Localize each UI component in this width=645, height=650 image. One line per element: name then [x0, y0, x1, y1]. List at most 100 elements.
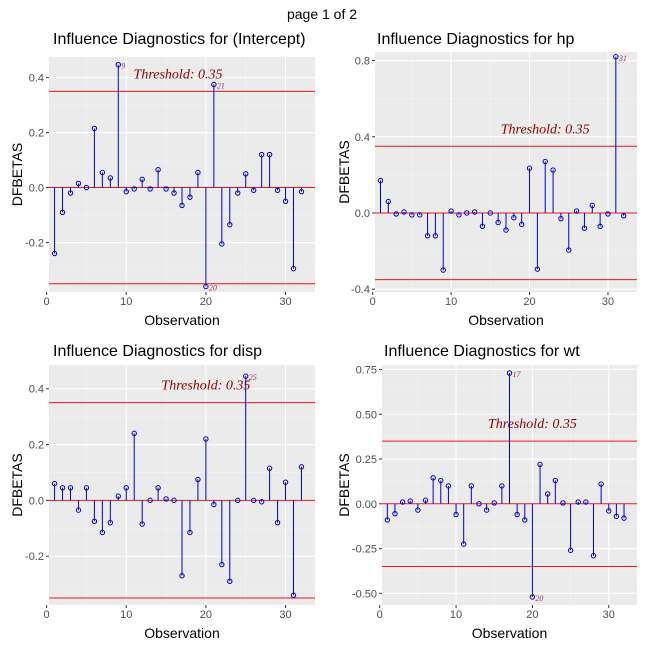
- x-axis-label: Observation: [144, 312, 219, 328]
- point-obs-26: [575, 499, 581, 505]
- point-obs-6: [91, 518, 98, 524]
- point-obs-1: [384, 517, 391, 523]
- y-tick-label: 0.4: [29, 73, 44, 85]
- point-obs-26: [573, 208, 580, 214]
- influential-label-obs-9: 9: [121, 62, 125, 71]
- point-obs-28: [266, 151, 273, 158]
- y-tick-label: 0.8: [355, 56, 370, 68]
- point-obs-15: [163, 496, 169, 502]
- point-obs-3: [67, 485, 74, 491]
- chart-title: Influence Diagnostics for hp: [377, 31, 575, 48]
- point-obs-13: [147, 186, 153, 192]
- point-obs-14: [155, 166, 161, 173]
- x-tick-label: 30: [279, 609, 291, 621]
- point-obs-27: [258, 499, 265, 505]
- y-tick-label: 0.0: [29, 495, 44, 507]
- point-obs-21: [211, 81, 217, 88]
- point-obs-30: [282, 479, 289, 485]
- point-obs-23: [550, 167, 556, 173]
- y-tick-label: -0.2: [25, 551, 44, 563]
- plot-background: [375, 52, 637, 292]
- point-obs-9: [440, 267, 446, 273]
- point-obs-3: [393, 211, 399, 217]
- point-obs-6: [91, 125, 98, 132]
- point-obs-13: [476, 501, 482, 507]
- y-tick-label: 0.00: [356, 499, 377, 511]
- y-tick-label: 0.50: [356, 409, 377, 421]
- point-obs-2: [392, 510, 398, 517]
- point-obs-10: [453, 511, 459, 518]
- point-obs-20: [203, 436, 209, 442]
- point-obs-30: [282, 198, 289, 204]
- point-obs-20: [526, 165, 533, 171]
- point-obs-16: [171, 497, 177, 504]
- point-obs-9: [115, 493, 121, 499]
- point-obs-8: [432, 233, 439, 239]
- x-tick-label: 0: [44, 296, 50, 308]
- x-tick-label: 0: [377, 609, 383, 621]
- y-tick-label: 0.2: [29, 128, 44, 140]
- point-obs-26: [250, 187, 257, 194]
- y-tick-label: 0.2: [29, 440, 44, 452]
- chart-panel-1: Threshold: 0.35 9 20 21 0 10 20 30 -0.2 0.0 0.2 0.4…: [9, 31, 315, 328]
- point-obs-19: [518, 221, 525, 228]
- point-obs-8: [438, 477, 444, 484]
- point-obs-10: [448, 208, 454, 214]
- x-tick-label: 10: [120, 296, 132, 308]
- page-label: page 1 of 2: [287, 6, 357, 22]
- point-obs-16: [495, 219, 501, 226]
- chart-panel-2: Threshold: 0.35 31 0 10 20 30 -0.4 0.0 0.4 0.8 Inf…: [336, 31, 637, 328]
- point-obs-17: [503, 227, 509, 233]
- point-obs-4: [75, 180, 82, 187]
- x-axis-label: Observation: [472, 625, 547, 641]
- x-tick-label: 10: [120, 609, 132, 621]
- point-obs-29: [597, 223, 603, 229]
- point-obs-13: [147, 497, 153, 504]
- y-tick-label: -0.2: [25, 238, 44, 250]
- point-obs-24: [235, 190, 241, 196]
- influential-label-obs-25: 25: [249, 373, 257, 382]
- point-obs-8: [107, 175, 114, 181]
- point-obs-21: [211, 501, 217, 508]
- point-obs-7: [424, 233, 431, 239]
- point-obs-26: [250, 497, 257, 504]
- x-tick-label: 30: [603, 609, 615, 621]
- x-tick-label: 30: [602, 296, 614, 308]
- point-obs-17: [179, 202, 185, 209]
- point-obs-27: [258, 151, 265, 158]
- point-obs-20: [529, 594, 536, 600]
- x-axis-label: Observation: [144, 625, 219, 641]
- chart-panel-4: Threshold: 0.35 17 20 0 10 20 30 -0.50 -0.25 0.00…: [336, 343, 637, 641]
- y-axis-label: DFBETAS: [9, 453, 25, 517]
- point-obs-25: [567, 547, 574, 554]
- influential-label-obs-20: 20: [535, 594, 543, 603]
- point-obs-1: [51, 480, 58, 487]
- point-obs-31: [613, 513, 620, 520]
- point-obs-5: [83, 184, 90, 191]
- point-obs-11: [131, 186, 137, 192]
- point-obs-32: [620, 213, 627, 219]
- x-tick-label: 20: [200, 296, 212, 308]
- x-tick-label: 0: [370, 296, 376, 308]
- point-obs-5: [83, 485, 90, 491]
- y-tick-label: 0.25: [356, 454, 377, 466]
- point-obs-22: [219, 561, 225, 568]
- point-obs-28: [589, 202, 595, 209]
- point-obs-24: [235, 497, 241, 504]
- point-obs-11: [460, 541, 467, 547]
- point-obs-23: [227, 578, 233, 584]
- point-obs-3: [67, 190, 74, 196]
- point-obs-15: [491, 500, 497, 506]
- point-obs-3: [399, 499, 406, 505]
- point-obs-24: [560, 500, 566, 506]
- y-tick-label: 0.75: [356, 364, 377, 376]
- point-obs-4: [407, 498, 413, 504]
- point-obs-18: [511, 215, 517, 221]
- point-obs-31: [290, 592, 297, 598]
- chart-title: Influence Diagnostics for (Intercept): [53, 31, 306, 48]
- point-obs-32: [298, 188, 305, 195]
- point-obs-14: [479, 223, 486, 229]
- point-obs-32: [621, 515, 627, 521]
- influential-label-obs-17: 17: [513, 370, 522, 379]
- threshold-label: Threshold: 0.35: [161, 379, 250, 394]
